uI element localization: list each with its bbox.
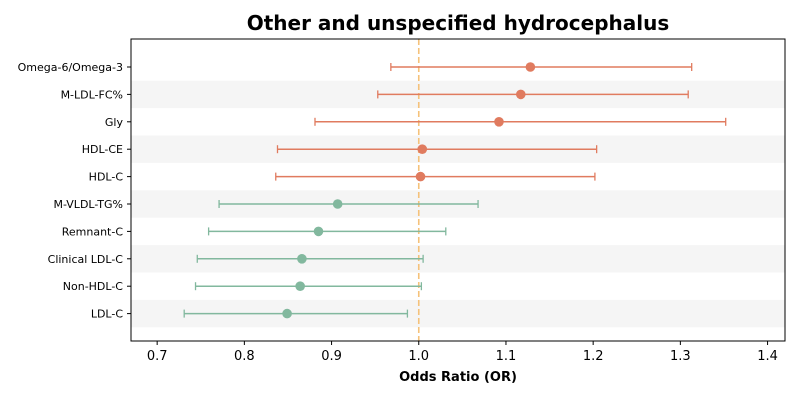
or-point bbox=[494, 117, 504, 127]
y-tick-label: Clinical LDL-C bbox=[48, 253, 124, 266]
or-point bbox=[417, 144, 428, 154]
or-point bbox=[295, 281, 305, 292]
x-tick-label: 0.8 bbox=[234, 349, 255, 364]
x-tick-label: 1.1 bbox=[496, 349, 517, 364]
y-tick-label: LDL-C bbox=[91, 308, 124, 321]
y-tick-label: Gly bbox=[105, 116, 124, 129]
estimate-row bbox=[314, 117, 727, 127]
estimate-marks bbox=[183, 62, 727, 319]
or-point bbox=[332, 199, 343, 209]
y-axis: Omega-6/Omega-3 M-LDL-FC% Gly HDL-CE HDL-C M-… bbox=[18, 61, 131, 321]
x-tick-label: 1.2 bbox=[583, 349, 604, 364]
x-axis: 0.7 0.8 0.9 1.0 1.1 1.2 1.3 1.4 bbox=[147, 341, 778, 364]
y-tick-label: Omega-6/Omega-3 bbox=[18, 61, 123, 74]
or-point bbox=[313, 226, 324, 237]
y-tick-label: HDL-CE bbox=[82, 143, 123, 156]
or-point bbox=[515, 89, 526, 100]
x-tick-label: 0.9 bbox=[321, 349, 342, 364]
y-tick-label: Non-HDL-C bbox=[63, 280, 124, 293]
or-point bbox=[525, 62, 536, 72]
x-tick-label: 1.3 bbox=[670, 349, 691, 364]
or-point bbox=[415, 171, 426, 182]
estimate-row bbox=[183, 308, 409, 319]
x-axis-label: Odds Ratio (OR) bbox=[399, 370, 517, 385]
estimate-row bbox=[196, 253, 424, 264]
estimate-row bbox=[377, 89, 689, 100]
estimate-row bbox=[218, 199, 479, 209]
x-tick-label: 1.4 bbox=[757, 349, 778, 364]
or-point bbox=[297, 253, 307, 264]
estimate-row bbox=[390, 62, 693, 72]
y-tick-label: M-LDL-FC% bbox=[61, 88, 123, 101]
y-tick-label: HDL-C bbox=[89, 171, 124, 184]
chart-title: Other and unspecified hydrocephalus bbox=[247, 11, 670, 35]
estimate-row bbox=[194, 281, 423, 292]
x-tick-label: 1.0 bbox=[408, 349, 429, 364]
or-point bbox=[282, 308, 292, 319]
estimate-row bbox=[207, 226, 447, 237]
estimate-row bbox=[275, 171, 596, 182]
estimate-row bbox=[276, 144, 598, 154]
x-tick-label: 0.7 bbox=[147, 349, 168, 364]
y-tick-label: M-VLDL-TG% bbox=[53, 198, 123, 211]
plot-frame bbox=[130, 38, 786, 342]
y-tick-label: Remnant-C bbox=[62, 225, 124, 238]
